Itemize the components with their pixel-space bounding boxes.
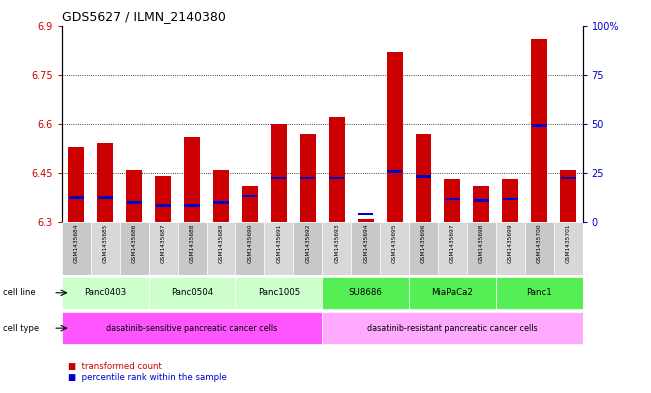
Text: Panc0403: Panc0403 (84, 288, 126, 297)
Bar (351, 222, 380, 275)
Bar (358, 213, 373, 215)
Text: GSM1435697: GSM1435697 (450, 224, 455, 263)
Bar (242, 195, 257, 197)
Bar (62, 312, 322, 344)
Text: GDS5627 / ILMN_2140380: GDS5627 / ILMN_2140380 (62, 10, 226, 23)
Bar (496, 222, 525, 275)
Text: Panc1: Panc1 (527, 288, 552, 297)
Bar (148, 222, 178, 275)
Bar (531, 39, 547, 222)
Bar (387, 52, 402, 222)
Bar (445, 198, 460, 200)
Text: MiaPaCa2: MiaPaCa2 (432, 288, 473, 297)
Text: GSM1435688: GSM1435688 (189, 224, 195, 263)
Bar (206, 222, 236, 275)
Text: cell type: cell type (3, 324, 39, 332)
Bar (264, 222, 294, 275)
Text: GSM1435701: GSM1435701 (566, 224, 571, 263)
Bar (322, 277, 409, 309)
Bar (532, 124, 547, 127)
Bar (69, 196, 84, 199)
Bar (300, 134, 316, 222)
Bar (474, 200, 489, 202)
Bar (473, 186, 490, 222)
Bar (90, 222, 120, 275)
Bar (236, 222, 264, 275)
Bar (525, 222, 554, 275)
Bar (271, 124, 287, 222)
Bar (214, 201, 229, 204)
Text: Panc0504: Panc0504 (171, 288, 213, 297)
Text: GSM1435691: GSM1435691 (276, 224, 281, 263)
Bar (496, 277, 583, 309)
Text: dasatinib-sensitive pancreatic cancer cells: dasatinib-sensitive pancreatic cancer ce… (106, 324, 278, 332)
Bar (467, 222, 496, 275)
Text: GSM1435692: GSM1435692 (305, 224, 311, 263)
Bar (503, 198, 518, 200)
Text: GSM1435693: GSM1435693 (334, 224, 339, 263)
Text: ■  percentile rank within the sample: ■ percentile rank within the sample (68, 373, 227, 382)
Bar (242, 186, 258, 222)
Text: Panc1005: Panc1005 (258, 288, 300, 297)
Bar (503, 180, 518, 222)
Bar (438, 222, 467, 275)
Bar (236, 277, 322, 309)
Bar (357, 219, 374, 222)
Bar (409, 277, 496, 309)
Bar (126, 201, 142, 204)
Bar (322, 222, 351, 275)
Bar (213, 170, 229, 222)
Text: GSM1435694: GSM1435694 (363, 224, 368, 263)
Text: GSM1435684: GSM1435684 (74, 224, 79, 263)
Bar (184, 137, 200, 222)
Bar (98, 196, 113, 199)
Bar (62, 277, 148, 309)
Bar (329, 117, 344, 222)
Bar (416, 175, 431, 178)
Bar (120, 222, 148, 275)
Text: GSM1435690: GSM1435690 (247, 224, 253, 263)
Text: GSM1435686: GSM1435686 (132, 224, 137, 263)
Bar (178, 222, 206, 275)
Bar (415, 134, 432, 222)
Bar (62, 222, 90, 275)
Bar (294, 222, 322, 275)
Text: GSM1435687: GSM1435687 (161, 224, 165, 263)
Text: cell line: cell line (3, 288, 36, 297)
Text: GSM1435699: GSM1435699 (508, 224, 513, 263)
Bar (329, 176, 344, 179)
Bar (156, 204, 171, 207)
Bar (445, 180, 460, 222)
Bar (68, 147, 84, 222)
Text: GSM1435689: GSM1435689 (219, 224, 223, 263)
Bar (126, 170, 142, 222)
Bar (561, 176, 575, 179)
Bar (184, 204, 200, 207)
Bar (271, 176, 286, 179)
Bar (409, 222, 438, 275)
Text: dasatinib-resistant pancreatic cancer cells: dasatinib-resistant pancreatic cancer ce… (367, 324, 538, 332)
Bar (561, 170, 576, 222)
Text: GSM1435695: GSM1435695 (392, 224, 397, 263)
Text: ■  transformed count: ■ transformed count (68, 362, 162, 371)
Text: GSM1435700: GSM1435700 (536, 224, 542, 263)
Text: GSM1435696: GSM1435696 (421, 224, 426, 263)
Bar (387, 170, 402, 173)
Text: GSM1435698: GSM1435698 (479, 224, 484, 263)
Text: GSM1435685: GSM1435685 (103, 224, 108, 263)
Bar (322, 312, 583, 344)
Bar (155, 176, 171, 222)
Text: SU8686: SU8686 (349, 288, 383, 297)
Bar (148, 277, 236, 309)
Bar (554, 222, 583, 275)
Bar (97, 143, 113, 222)
Bar (300, 176, 315, 179)
Bar (380, 222, 409, 275)
